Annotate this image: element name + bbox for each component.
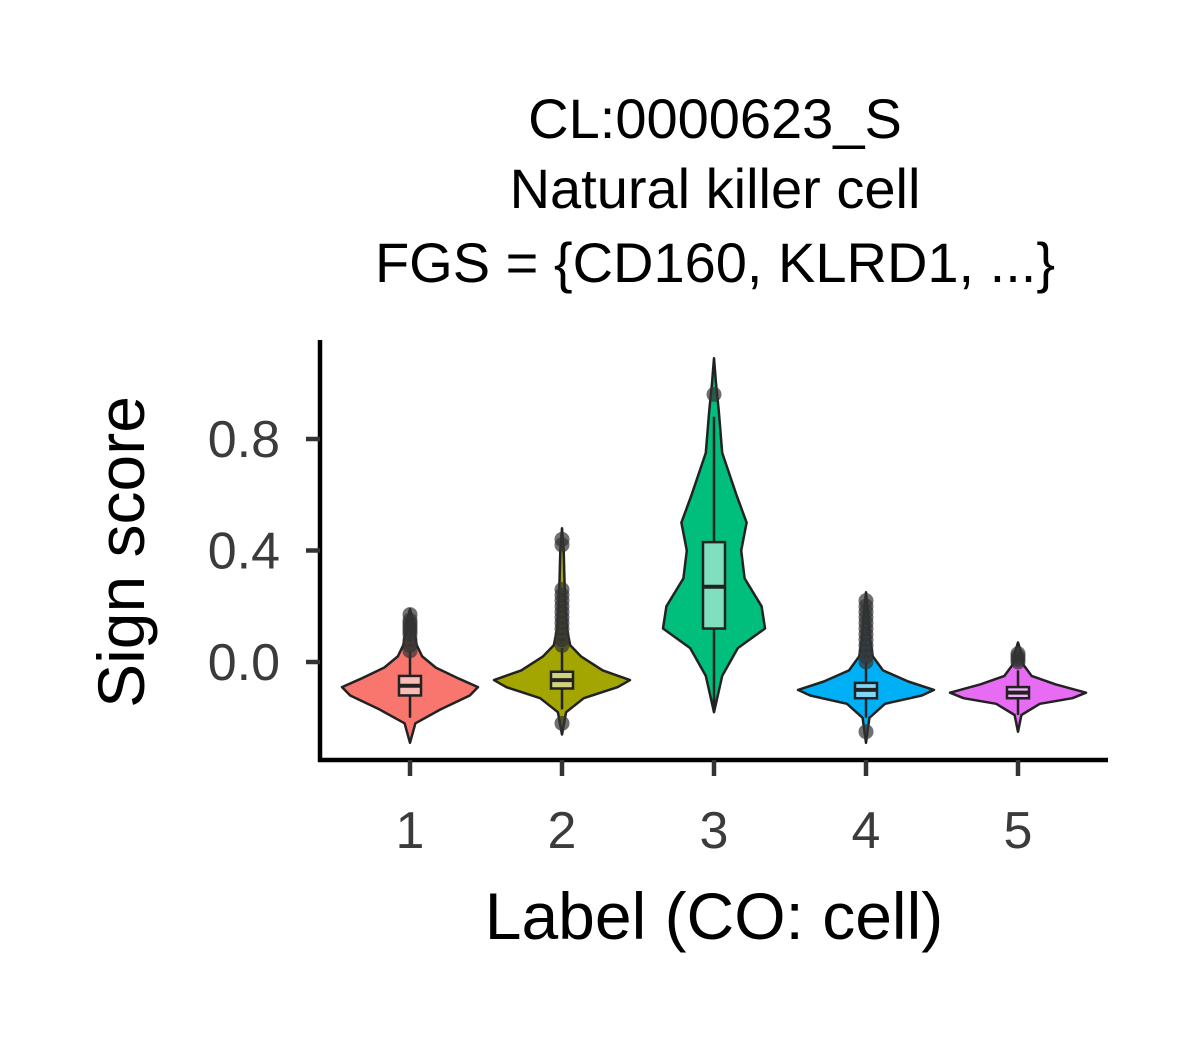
violin-group-5 xyxy=(948,641,1088,733)
y-tick-label: 0.4 xyxy=(208,523,280,581)
outlier-point xyxy=(858,593,874,609)
outlier-point xyxy=(706,386,722,402)
outlier-point xyxy=(858,724,874,740)
outlier-point xyxy=(554,531,570,547)
chart-title: CL:0000623_S Natural killer cell FGS = {… xyxy=(375,87,1055,294)
violin-group-1 xyxy=(340,607,480,745)
x-tick-label: 2 xyxy=(548,802,577,860)
x-tick-label: 1 xyxy=(396,802,425,860)
y-tick-label: 0.8 xyxy=(208,411,280,469)
outlier-point xyxy=(554,582,570,598)
outlier-point xyxy=(1010,646,1026,662)
chart-title-line-1: CL:0000623_S xyxy=(528,87,902,150)
outlier-point xyxy=(554,715,570,731)
violin-group-3 xyxy=(661,356,767,714)
x-tick-label: 3 xyxy=(700,802,729,860)
y-axis-title: Sign score xyxy=(84,396,158,708)
chart-title-line-2: Natural killer cell xyxy=(510,157,921,220)
axes: 0.0 0.4 0.8 1 2 3 4 5 xyxy=(208,340,1108,860)
outlier-point xyxy=(402,607,418,623)
violin-group-2 xyxy=(492,526,632,736)
violin-group-4 xyxy=(796,591,936,745)
x-tick-label: 5 xyxy=(1004,802,1033,860)
chart-title-line-3: FGS = {CD160, KLRD1, ...} xyxy=(375,231,1055,294)
y-tick-label: 0.0 xyxy=(208,634,280,692)
x-tick-label: 4 xyxy=(852,802,881,860)
x-axis-title: Label (CO: cell) xyxy=(485,879,944,953)
plot-area xyxy=(340,356,1088,745)
